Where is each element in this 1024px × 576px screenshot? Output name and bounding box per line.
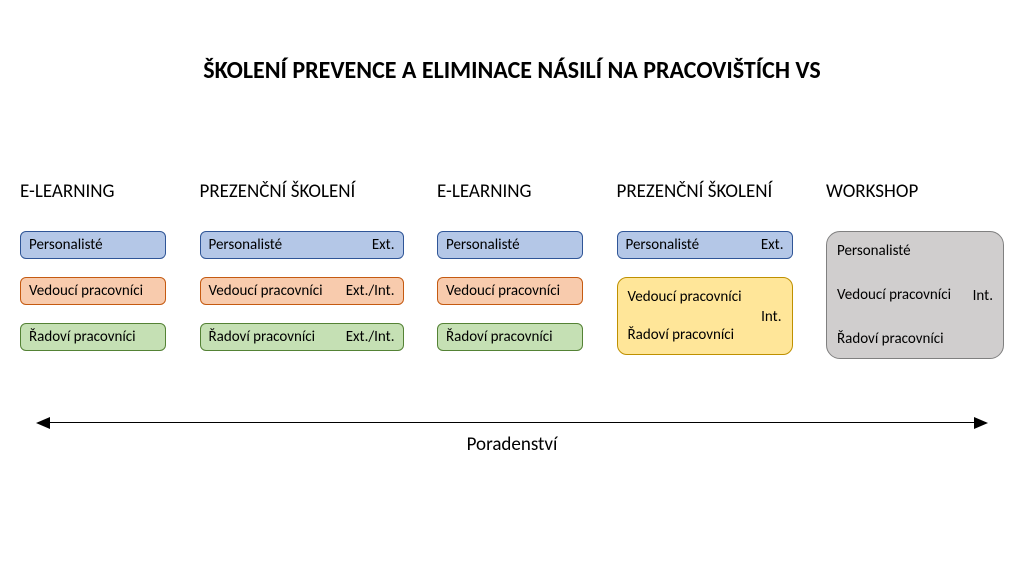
role-label: Personalisté	[446, 236, 520, 254]
role-label: Vedoucí pracovníci	[837, 286, 993, 304]
role-box: Personalisté Ext.	[200, 231, 404, 259]
role-label: Personalisté	[29, 236, 103, 254]
column-header: E-LEARNING	[20, 180, 115, 203]
timeline-arrow: Poradenství	[38, 422, 986, 456]
role-label: Vedoucí pracovníci	[29, 282, 143, 300]
role-box: Řadoví pracovníci Ext./Int.	[200, 323, 404, 351]
role-side-label: Int.	[973, 287, 993, 305]
role-side-label: Ext.	[761, 236, 784, 254]
role-side-label: Ext.	[372, 236, 395, 254]
column-header: PREZENČNÍ ŠKOLENÍ	[617, 180, 773, 203]
column-header: E-LEARNING	[437, 180, 532, 203]
role-label: Vedoucí pracovníci	[628, 288, 782, 306]
role-box: Personalisté	[20, 231, 166, 259]
role-side-label: Int.	[761, 308, 781, 326]
role-label: Personalisté	[626, 236, 700, 254]
arrow-head-right-icon	[974, 417, 988, 429]
arrow-line	[38, 422, 986, 423]
role-label: Řadoví pracovníci	[628, 326, 782, 344]
role-workshop-box: Personalisté Vedoucí pracovníci Řadoví pra…	[826, 231, 1004, 359]
column-2: E-LEARNING Personalisté Vedoucí pracovníci…	[437, 180, 583, 369]
role-label: Personalisté	[209, 236, 283, 254]
column-header: PREZENČNÍ ŠKOLENÍ	[200, 180, 356, 203]
role-label: Řadoví pracovníci	[209, 328, 316, 346]
column-4: WORKSHOP Personalisté Vedoucí pracovníci Řa…	[826, 180, 1004, 369]
role-box: Řadoví pracovníci	[437, 323, 583, 351]
role-label: Personalisté	[837, 242, 993, 260]
column-1: PREZENČNÍ ŠKOLENÍ Personalisté Ext. Vedoucí…	[200, 180, 404, 369]
arrow-label: Poradenství	[38, 433, 986, 456]
role-box: Vedoucí pracovníci Ext./Int.	[200, 277, 404, 305]
role-label: Řadoví pracovníci	[29, 328, 136, 346]
role-label: Řadoví pracovníci	[837, 330, 993, 348]
column-0: E-LEARNING Personalisté Vedoucí pracovníci…	[20, 180, 166, 369]
role-box: Vedoucí pracovníci	[437, 277, 583, 305]
role-label: Řadoví pracovníci	[446, 328, 553, 346]
columns-container: E-LEARNING Personalisté Vedoucí pracovníci…	[20, 180, 1004, 369]
role-box: Personalisté	[437, 231, 583, 259]
role-box: Řadoví pracovníci	[20, 323, 166, 351]
column-3: PREZENČNÍ ŠKOLENÍ Personalisté Ext. Vedoucí…	[617, 180, 793, 369]
role-label: Vedoucí pracovníci	[446, 282, 560, 300]
arrow-head-left-icon	[36, 417, 50, 429]
role-side-label: Ext./Int.	[346, 328, 395, 346]
role-box: Vedoucí pracovníci	[20, 277, 166, 305]
role-merged-box: Vedoucí pracovníci Řadoví pracovníciInt.	[617, 277, 793, 355]
role-box: Personalisté Ext.	[617, 231, 793, 259]
diagram-title: ŠKOLENÍ PREVENCE A ELIMINACE NÁSILÍ NA P…	[0, 56, 1024, 85]
column-header: WORKSHOP	[826, 180, 918, 203]
role-side-label: Ext./Int.	[346, 282, 395, 300]
role-label: Vedoucí pracovníci	[209, 282, 323, 300]
